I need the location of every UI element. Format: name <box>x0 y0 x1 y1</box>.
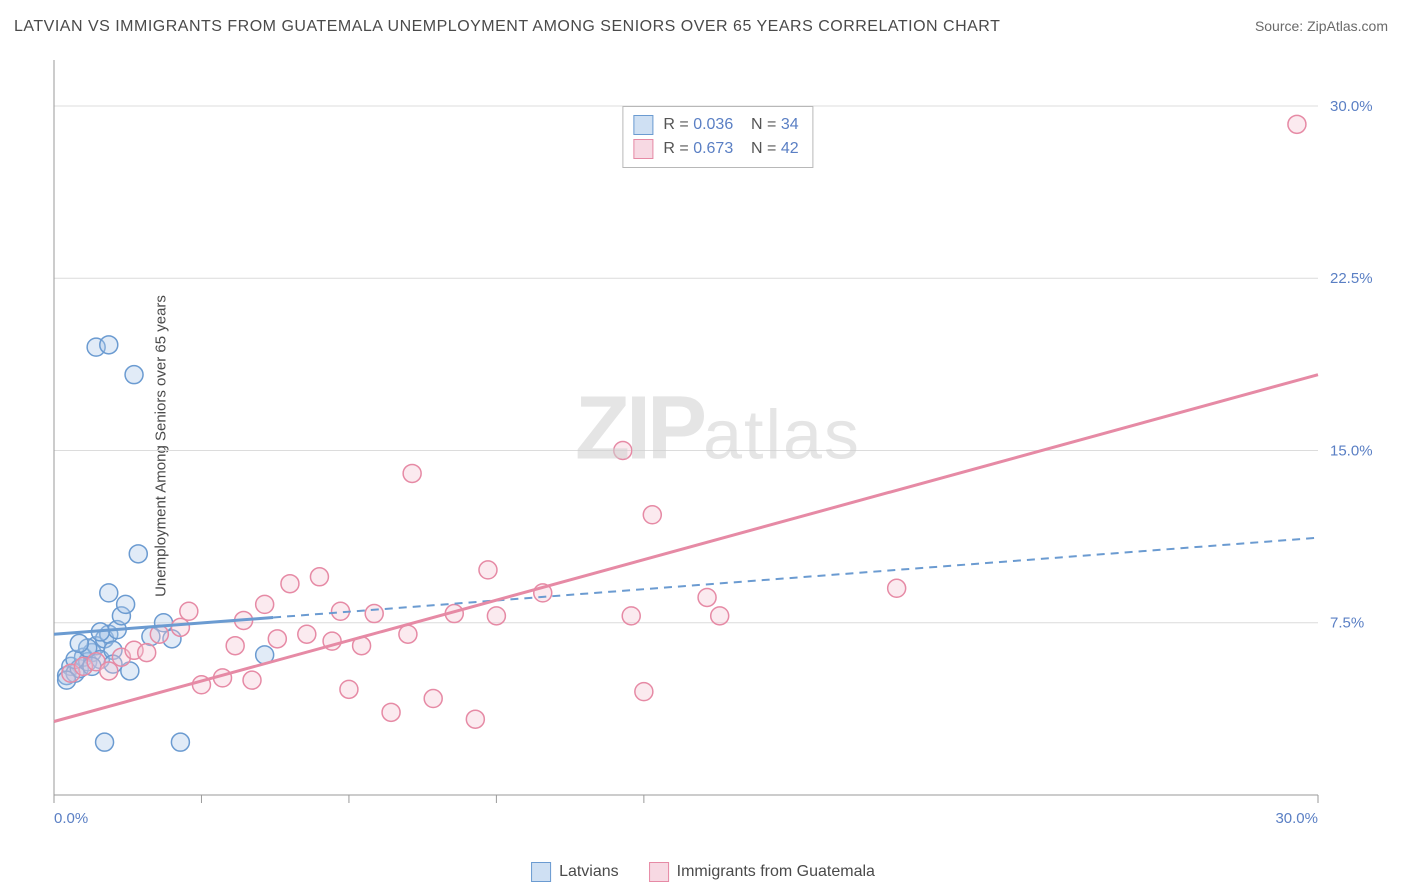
legend-swatch <box>531 862 551 882</box>
legend-stats-row: R = 0.036 N = 34 <box>633 113 798 137</box>
data-point <box>100 662 118 680</box>
data-point <box>635 683 653 701</box>
legend-swatch <box>633 115 653 135</box>
data-point <box>888 579 906 597</box>
data-point <box>268 630 286 648</box>
x-tick-label: 0.0% <box>54 810 88 827</box>
scatter-chart-svg: 7.5% 15.0% 22.5% 30.0% 0.0% 30.0% <box>48 50 1388 840</box>
data-point <box>698 588 716 606</box>
data-point <box>129 545 147 563</box>
source-credit: Source: ZipAtlas.com <box>1255 18 1388 34</box>
data-point <box>711 607 729 625</box>
data-point <box>424 690 442 708</box>
legend-stat-text: R = 0.036 N = 34 <box>663 116 798 134</box>
legend-item: Immigrants from Guatemala <box>649 862 875 882</box>
chart-area: 7.5%15.0%22.5%30.0%0.0%30.0% ZIPatlas R … <box>48 50 1388 840</box>
legend-stats-row: R = 0.673 N = 42 <box>633 137 798 161</box>
data-point <box>487 607 505 625</box>
data-point <box>138 644 156 662</box>
data-point <box>1288 115 1306 133</box>
data-point <box>96 733 114 751</box>
legend-stat-text: R = 0.673 N = 42 <box>663 140 798 158</box>
source-value: ZipAtlas.com <box>1307 18 1388 34</box>
x-tick-label: 30.0% <box>1275 810 1318 827</box>
legend-label: Immigrants from Guatemala <box>677 863 875 881</box>
data-point <box>643 506 661 524</box>
trend-line-dash <box>273 538 1318 618</box>
legend-bottom: Latvians Immigrants from Guatemala <box>531 862 875 882</box>
data-point <box>622 607 640 625</box>
data-point <box>100 584 118 602</box>
chart-title: LATVIAN VS IMMIGRANTS FROM GUATEMALA UNE… <box>14 18 1000 36</box>
data-point <box>399 625 417 643</box>
data-point <box>298 625 316 643</box>
y-tick-label: 30.0% <box>1330 98 1373 115</box>
data-point <box>310 568 328 586</box>
data-point <box>466 710 484 728</box>
y-tick-label: 22.5% <box>1330 270 1373 287</box>
data-point <box>180 602 198 620</box>
data-point <box>281 575 299 593</box>
data-point <box>226 637 244 655</box>
data-point <box>382 703 400 721</box>
data-point <box>403 464 421 482</box>
data-point <box>243 671 261 689</box>
legend-stats-box: R = 0.036 N = 34 R = 0.673 N = 42 <box>622 106 813 168</box>
source-label: Source: <box>1255 18 1303 34</box>
data-point <box>125 366 143 384</box>
trend-line <box>54 375 1318 722</box>
legend-label: Latvians <box>559 863 619 881</box>
legend-swatch <box>633 139 653 159</box>
y-tick-label: 15.0% <box>1330 442 1373 459</box>
data-point <box>70 634 88 652</box>
legend-item: Latvians <box>531 862 619 882</box>
data-point <box>614 441 632 459</box>
data-point <box>479 561 497 579</box>
data-point <box>340 680 358 698</box>
legend-swatch <box>649 862 669 882</box>
data-point <box>256 595 274 613</box>
data-point <box>100 336 118 354</box>
y-tick-label: 7.5% <box>1330 615 1364 632</box>
data-point <box>171 618 189 636</box>
data-point <box>171 733 189 751</box>
data-point <box>365 605 383 623</box>
data-point <box>117 595 135 613</box>
